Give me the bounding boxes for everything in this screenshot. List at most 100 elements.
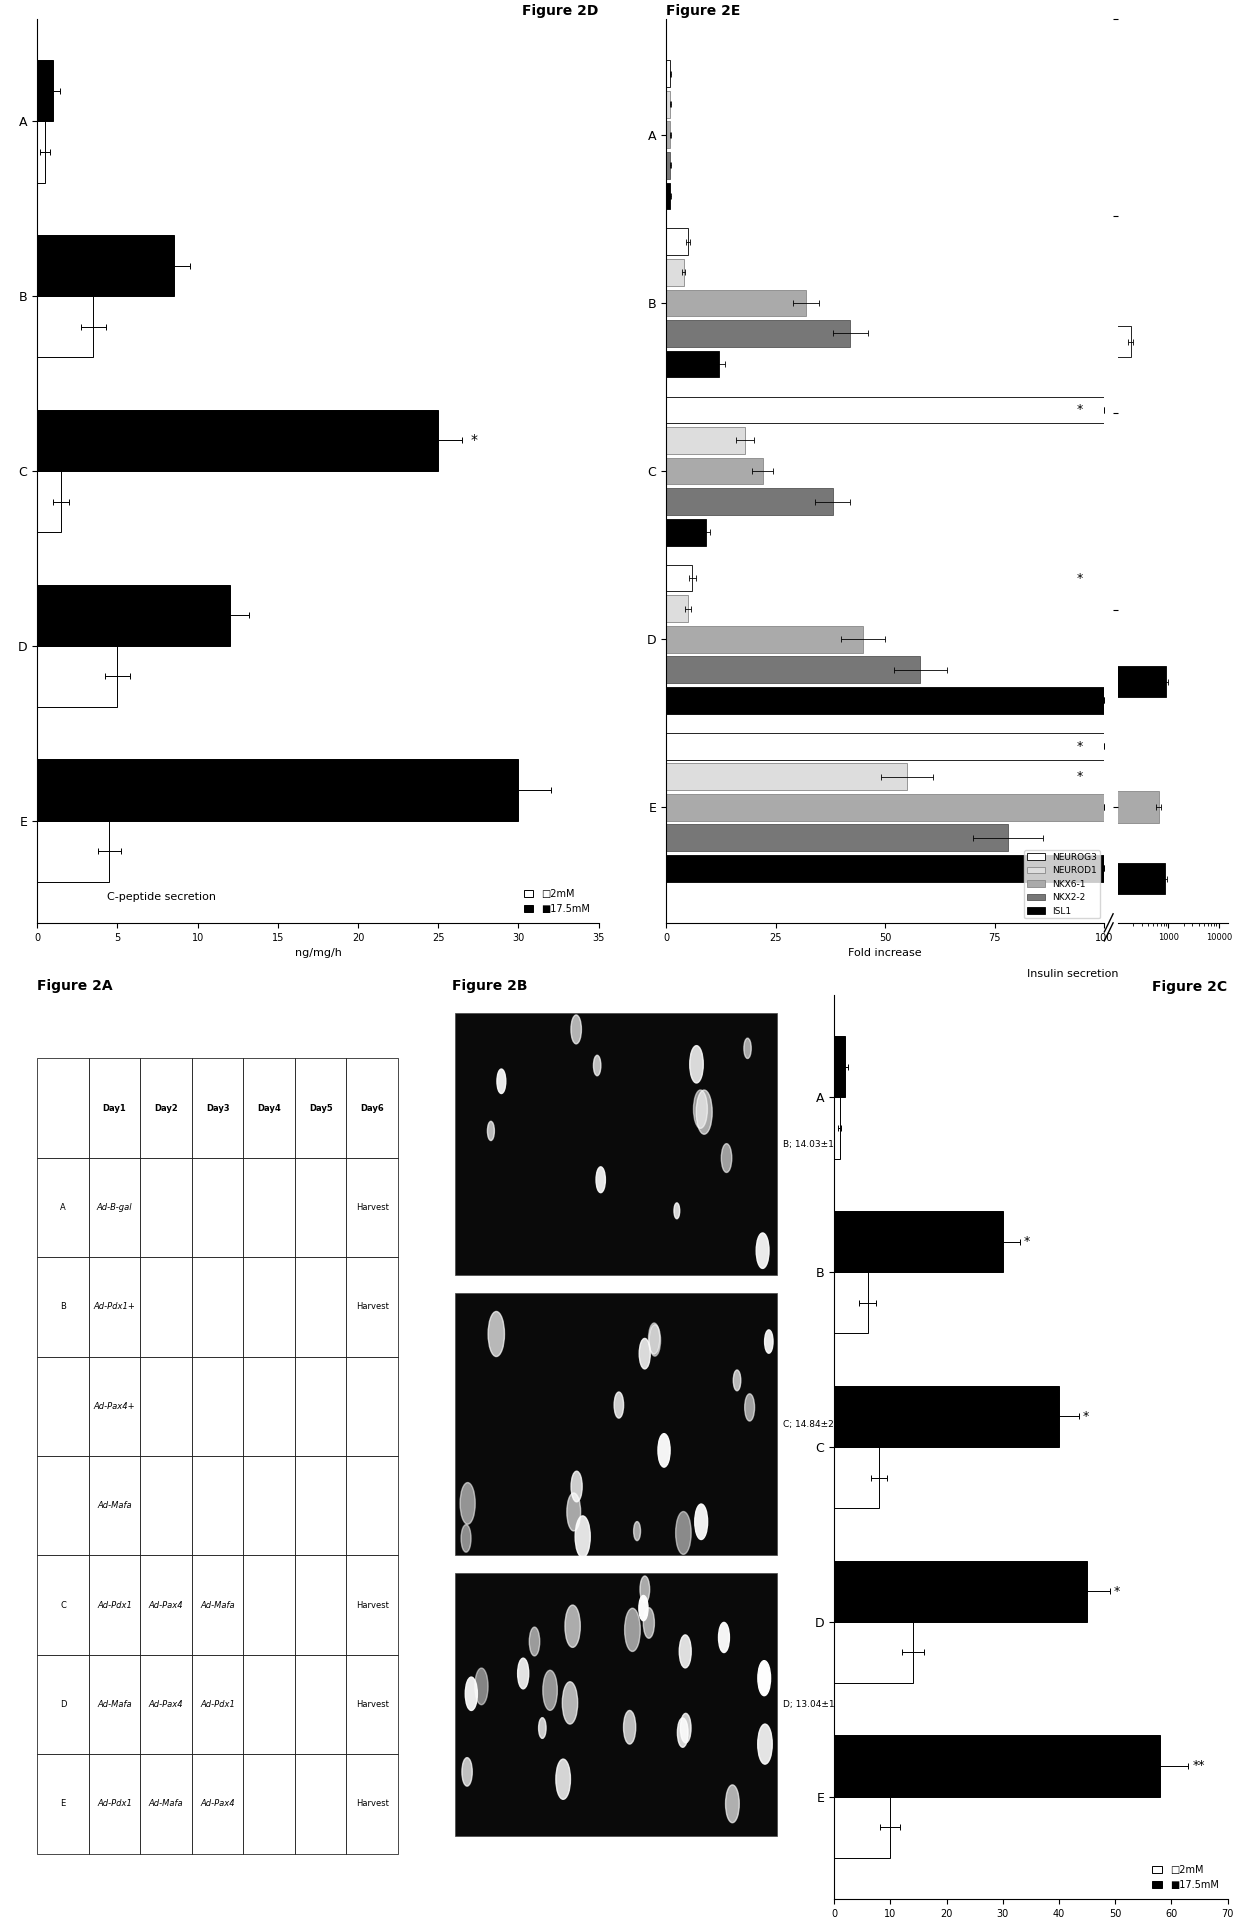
Text: B; 14.03±1.92: B; 14.03±1.92 [784, 1139, 848, 1149]
Circle shape [487, 1122, 495, 1141]
Bar [666, 687, 1105, 713]
Bar [37, 59, 53, 121]
Bar [666, 228, 688, 255]
Circle shape [677, 1719, 688, 1747]
Bar [0, 792, 1159, 823]
Text: Figure 2D: Figure 2D [522, 4, 599, 17]
Bar [835, 1210, 1003, 1272]
Text: C; 14.84±2.61: C; 14.84±2.61 [784, 1419, 848, 1429]
Bar [666, 182, 671, 209]
Bar [666, 152, 671, 178]
Circle shape [529, 1626, 539, 1655]
Bar [666, 259, 683, 286]
Circle shape [696, 1089, 712, 1134]
Bar [37, 821, 109, 882]
Circle shape [689, 1045, 703, 1084]
Circle shape [465, 1676, 477, 1711]
Bar [666, 290, 806, 316]
Bar [0, 863, 1164, 894]
Circle shape [543, 1671, 557, 1711]
Bar [455, 1013, 776, 1275]
Circle shape [556, 1759, 570, 1799]
Text: D; 13.04±1.21: D; 13.04±1.21 [784, 1699, 849, 1709]
Text: *: * [1076, 771, 1083, 783]
Bar [666, 90, 671, 117]
Circle shape [765, 1329, 773, 1354]
Bar [835, 1736, 1161, 1797]
Circle shape [463, 1757, 472, 1786]
Legend: NEUROG3, NEUROD1, NKX6-1, NKX2-2, ISL1: NEUROG3, NEUROD1, NKX6-1, NKX2-2, ISL1 [1024, 850, 1100, 919]
Bar [455, 1573, 776, 1836]
Circle shape [639, 1339, 650, 1369]
Circle shape [758, 1724, 773, 1765]
Circle shape [570, 1015, 582, 1043]
Text: Figure 2A: Figure 2A [37, 978, 113, 994]
Bar [835, 1097, 839, 1158]
Circle shape [756, 1233, 769, 1268]
Text: *: * [1076, 403, 1083, 416]
Text: Figure 2E: Figure 2E [666, 4, 740, 17]
Circle shape [676, 1511, 691, 1554]
Bar [0, 666, 1166, 698]
Circle shape [658, 1433, 670, 1467]
Circle shape [625, 1609, 640, 1651]
Text: *: * [1114, 1584, 1120, 1598]
Bar [666, 855, 1105, 882]
Circle shape [644, 1607, 655, 1638]
Circle shape [675, 1203, 680, 1218]
Circle shape [650, 1325, 661, 1356]
Bar [37, 410, 438, 472]
Circle shape [497, 1068, 506, 1093]
Circle shape [461, 1525, 471, 1552]
Circle shape [489, 1312, 505, 1356]
Circle shape [575, 1515, 590, 1557]
Bar [37, 236, 174, 295]
Bar [666, 428, 745, 455]
Circle shape [681, 1713, 691, 1743]
Bar [666, 564, 692, 591]
Circle shape [758, 1661, 770, 1696]
Circle shape [517, 1659, 528, 1690]
Circle shape [693, 1089, 707, 1128]
Circle shape [640, 1577, 650, 1603]
Circle shape [572, 1471, 583, 1502]
Legend: □2mM, ■17.5mM: □2mM, ■17.5mM [520, 886, 594, 919]
Text: Insulin secretion: Insulin secretion [1027, 969, 1118, 978]
Circle shape [634, 1521, 641, 1540]
Circle shape [733, 1369, 740, 1391]
Circle shape [460, 1483, 475, 1525]
Text: *: * [1076, 572, 1083, 585]
Bar [666, 794, 1105, 821]
Bar [666, 59, 671, 86]
Circle shape [614, 1392, 624, 1417]
Bar [835, 1561, 1087, 1623]
Bar [37, 585, 229, 646]
Bar [37, 646, 118, 708]
Bar [666, 489, 832, 514]
Bar [37, 472, 61, 531]
Circle shape [562, 1682, 578, 1724]
Circle shape [624, 1711, 636, 1743]
Bar [835, 1272, 868, 1333]
Bar [37, 760, 518, 821]
Bar [666, 656, 920, 683]
Text: *: * [1076, 740, 1083, 752]
Circle shape [639, 1596, 649, 1621]
Bar [835, 1797, 890, 1859]
Legend: □2mM, ■17.5mM: □2mM, ■17.5mM [1148, 1860, 1223, 1893]
Bar [666, 595, 688, 621]
Bar [666, 518, 706, 545]
Bar [666, 458, 763, 485]
Text: Figure 2C: Figure 2C [1152, 980, 1228, 994]
Bar [0, 326, 1131, 357]
Circle shape [594, 1055, 601, 1076]
Circle shape [722, 1143, 732, 1172]
Bar [37, 121, 45, 182]
Circle shape [475, 1669, 489, 1705]
Bar [666, 733, 1105, 760]
Bar [835, 1387, 1059, 1446]
Text: Figure 2B: Figure 2B [453, 978, 527, 994]
Circle shape [744, 1038, 751, 1059]
Bar [666, 397, 1105, 424]
Text: C-peptide secretion: C-peptide secretion [107, 892, 216, 901]
